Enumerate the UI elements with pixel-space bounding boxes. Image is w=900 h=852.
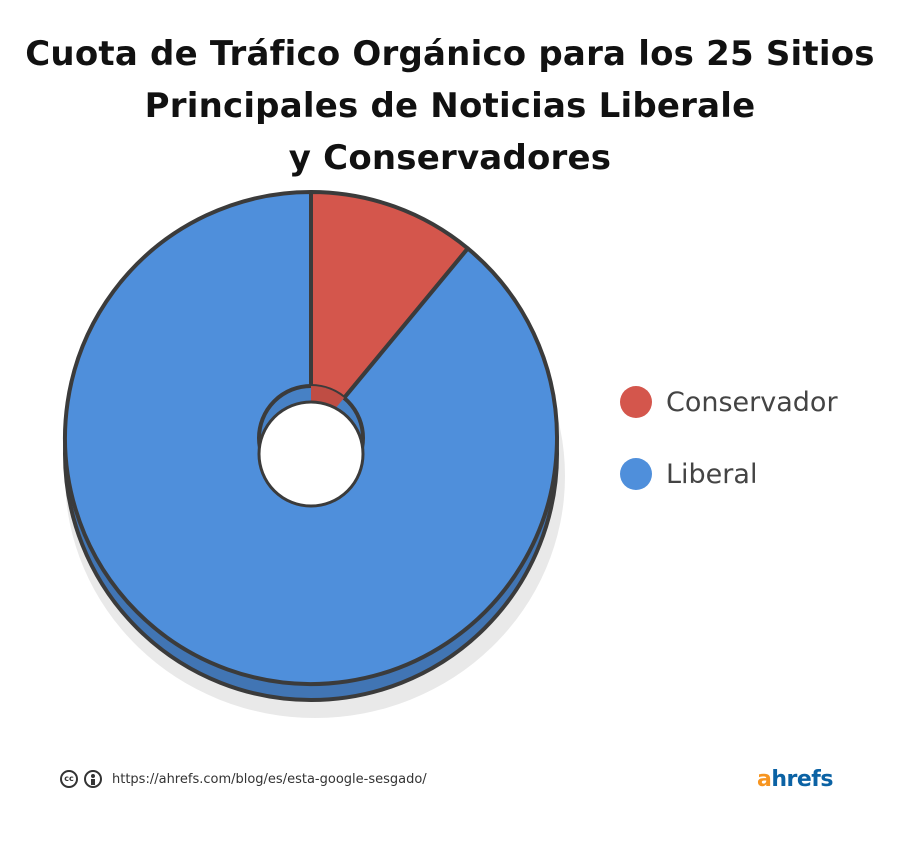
legend-label-liberal: Liberal: [666, 458, 758, 490]
chart-title: Cuota de Tráfico Orgánico para los 25 Si…: [0, 28, 900, 184]
chart-legend: Conservador Liberal: [620, 382, 838, 526]
logo-rest: hrefs: [771, 767, 833, 792]
chart-title-line-1: Cuota de Tráfico Orgánico para los 25 Si…: [25, 34, 875, 74]
chart-title-line-3: y Conservadores: [288, 138, 612, 178]
source-url[interactable]: https://ahrefs.com/blog/es/esta-google-s…: [112, 771, 427, 787]
chart-title-line-2: Principales de Noticias Liberale: [144, 86, 756, 126]
legend-label-conservador: Conservador: [666, 386, 838, 418]
footer: cc https://ahrefs.com/blog/es/esta-googl…: [60, 770, 427, 788]
attribution-icon: [84, 770, 102, 788]
creative-commons-icon: cc: [60, 770, 78, 788]
legend-item-conservador: Conservador: [620, 382, 838, 422]
legend-item-liberal: Liberal: [620, 454, 838, 494]
ahrefs-logo: ahrefs: [757, 767, 833, 792]
legend-swatch-liberal: [620, 458, 652, 490]
logo-first-letter: a: [757, 767, 772, 792]
legend-swatch-conservador: [620, 386, 652, 418]
slice-conservador: [309, 190, 470, 440]
donut-hole: [257, 400, 365, 508]
